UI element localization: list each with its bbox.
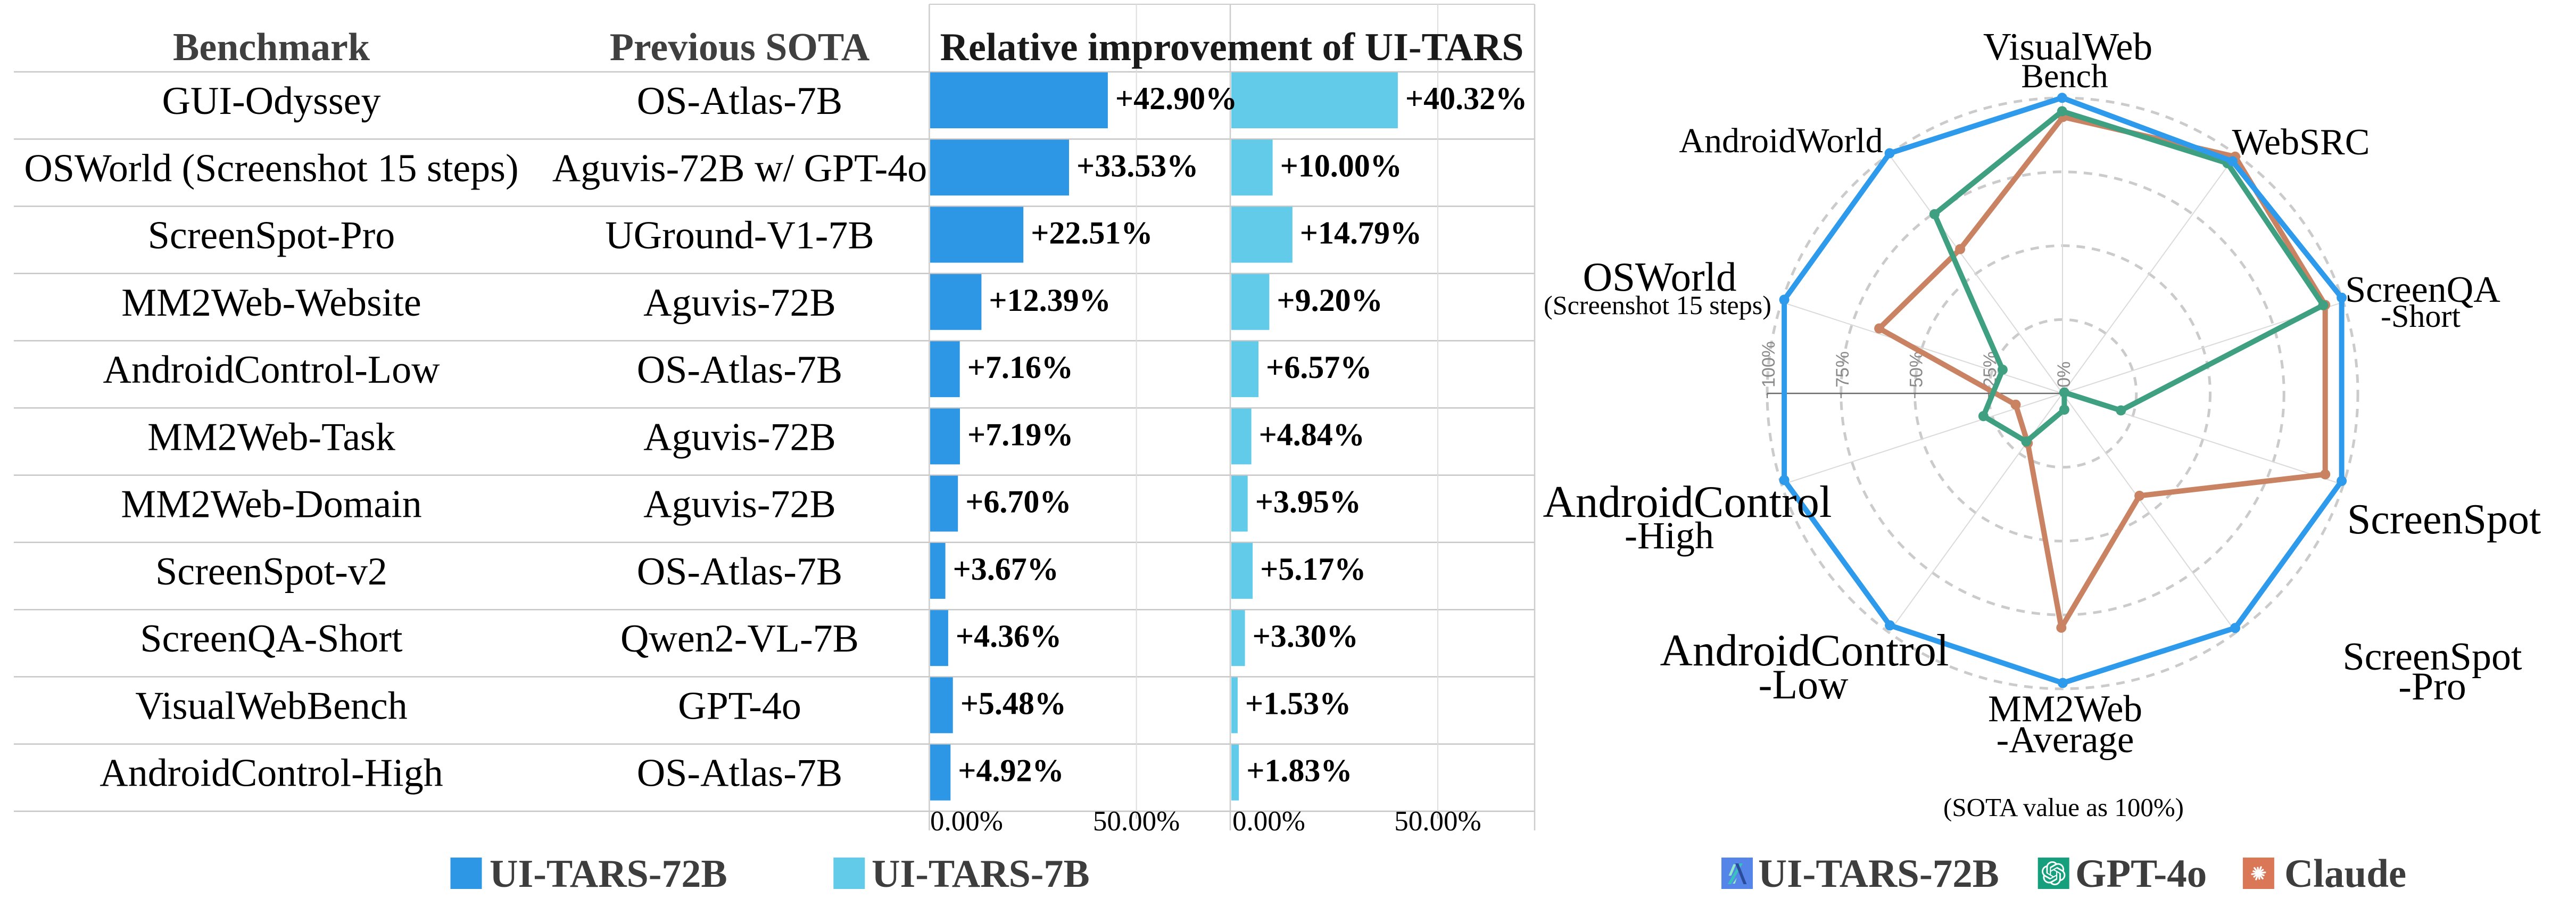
svg-text:Relative improvement of UI-TAR: Relative improvement of UI-TARS [940,26,1524,69]
svg-text:+5.48%: +5.48% [960,686,1066,721]
svg-text:+1.83%: +1.83% [1246,753,1352,788]
svg-text:ScreenSpot: ScreenSpot [2347,496,2541,543]
svg-text:UI-TARS-72B: UI-TARS-72B [1758,852,1999,896]
svg-text:100%: 100% [1759,341,1779,388]
svg-text:+3.95%: +3.95% [1255,484,1361,520]
svg-text:UGround-V1-7B: UGround-V1-7B [605,214,874,258]
svg-text:+22.51%: +22.51% [1031,216,1153,251]
svg-text:Qwen2-VL-7B: Qwen2-VL-7B [620,617,859,661]
svg-text:VisualWeb: VisualWeb [1983,25,2152,68]
svg-text:0%: 0% [2054,361,2074,388]
svg-text:(SOTA value as 100%): (SOTA value as 100%) [1943,793,2184,822]
svg-text:Aguvis-72B: Aguvis-72B [643,281,836,325]
svg-text:50%: 50% [1907,351,1927,388]
svg-text:50.00%: 50.00% [1093,806,1180,837]
svg-text:+10.00%: +10.00% [1280,148,1402,183]
svg-text:MM2Web: MM2Web [1988,688,2142,730]
svg-text:+12.39%: +12.39% [989,283,1111,318]
svg-text:Bench: Bench [2021,57,2108,95]
svg-text:-Pro: -Pro [2398,665,2466,709]
svg-text:+4.84%: +4.84% [1259,417,1365,452]
svg-text:AndroidWorld: AndroidWorld [1679,121,1883,160]
svg-text:0.00%: 0.00% [930,806,1003,837]
svg-text:+5.17%: +5.17% [1260,551,1366,587]
svg-text:-Average: -Average [1997,719,2134,761]
svg-text:UI-TARS-7B: UI-TARS-7B [872,852,1090,896]
svg-text:(Screenshot 15 steps): (Screenshot 15 steps) [1544,290,1771,320]
svg-text:ScreenQA: ScreenQA [2345,269,2500,310]
svg-text:GPT-4o: GPT-4o [678,684,801,728]
svg-text:+3.30%: +3.30% [1253,619,1359,654]
svg-text:OSWorld (Screenshot 15 steps): OSWorld (Screenshot 15 steps) [24,146,518,190]
svg-text:MM2Web-Website: MM2Web-Website [121,281,421,325]
svg-text:OS-Atlas-7B: OS-Atlas-7B [637,550,842,594]
svg-text:+4.36%: +4.36% [956,619,1062,654]
svg-text:GUI-Odyssey: GUI-Odyssey [162,79,380,123]
svg-text:ScreenSpot-Pro: ScreenSpot-Pro [148,214,395,258]
svg-text:0.00%: 0.00% [1232,806,1305,837]
svg-text:AndroidControl: AndroidControl [1660,625,1949,676]
svg-text:+7.19%: +7.19% [967,417,1073,452]
svg-text:ScreenSpot: ScreenSpot [2342,635,2522,679]
svg-text:MM2Web-Domain: MM2Web-Domain [121,483,421,526]
svg-text:AndroidControl: AndroidControl [1543,477,1832,527]
svg-text:+1.53%: +1.53% [1245,686,1351,721]
svg-text:OSWorld: OSWorld [1583,254,1737,300]
svg-text:Aguvis-72B: Aguvis-72B [643,415,836,459]
svg-text:OS-Atlas-7B: OS-Atlas-7B [637,79,842,123]
svg-text:OS-Atlas-7B: OS-Atlas-7B [637,348,842,392]
svg-text:Aguvis-72B: Aguvis-72B [643,483,836,526]
svg-text:50.00%: 50.00% [1394,806,1481,837]
svg-text:+7.16%: +7.16% [967,350,1073,385]
svg-text:WebSRC: WebSRC [2232,122,2370,163]
svg-text:75%: 75% [1833,351,1853,388]
svg-text:+40.32%: +40.32% [1405,81,1527,116]
svg-text:+4.92%: +4.92% [958,753,1064,788]
svg-text:Aguvis-72B w/ GPT-4o: Aguvis-72B w/ GPT-4o [552,146,927,190]
svg-text:MM2Web-Task: MM2Web-Task [147,415,395,459]
svg-text:+6.57%: +6.57% [1266,350,1372,385]
svg-text:+14.79%: +14.79% [1300,216,1422,251]
svg-text:AndroidControl-Low: AndroidControl-Low [103,348,440,392]
svg-text:AndroidControl-High: AndroidControl-High [100,752,443,795]
svg-text:-High: -High [1625,514,1714,557]
svg-text:+33.53%: +33.53% [1076,148,1198,183]
svg-text:Claude: Claude [2284,852,2406,896]
svg-text:OS-Atlas-7B: OS-Atlas-7B [637,752,842,795]
svg-text:Previous SOTA: Previous SOTA [610,26,870,69]
svg-text:+9.20%: +9.20% [1277,283,1382,318]
svg-text:+6.70%: +6.70% [965,484,1071,520]
svg-text:ScreenQA-Short: ScreenQA-Short [140,617,403,661]
svg-text:Benchmark: Benchmark [173,26,370,69]
svg-text:GPT-4o: GPT-4o [2075,852,2207,896]
svg-text:+3.67%: +3.67% [953,551,1059,587]
svg-text:-Short: -Short [2381,299,2461,334]
svg-text:ScreenSpot-v2: ScreenSpot-v2 [155,550,387,594]
svg-text:UI-TARS-72B: UI-TARS-72B [490,852,727,896]
svg-text:VisualWebBench: VisualWebBench [135,684,408,728]
svg-text:+42.90%: +42.90% [1115,81,1237,116]
svg-text:-Low: -Low [1759,661,1849,707]
